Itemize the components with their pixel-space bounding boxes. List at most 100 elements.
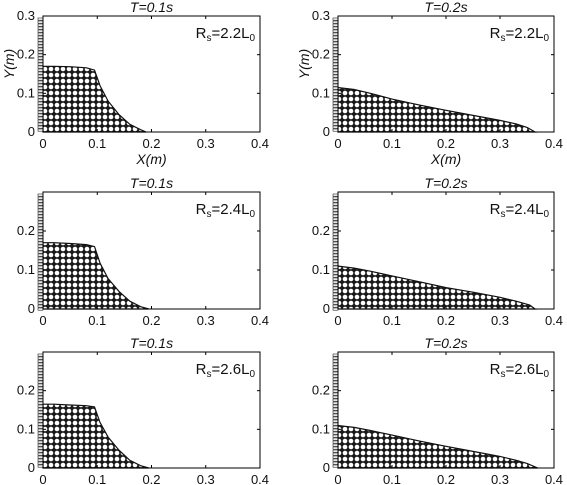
rs-value: =2.4L (211, 201, 249, 218)
panel-title: T=0.1s (130, 335, 173, 351)
l0-subscript: 0 (249, 369, 255, 380)
x-tick-label: 0.1 (88, 313, 106, 328)
x-tick-label: 0.4 (251, 313, 269, 328)
rs-subscript: s (206, 209, 211, 220)
panel-3: 0 0.1 0.2 0.3 0.4 0 0.1 0.2 T=0.1s Rs=2.4L0 (17, 175, 269, 328)
x-tick-label: 0.4 (545, 136, 563, 151)
x-tick-label: 0.1 (383, 136, 401, 151)
x-tick-label: 0.3 (197, 136, 215, 151)
l0-subscript: 0 (543, 209, 549, 220)
rs-symbol: R (196, 361, 207, 378)
x-tick-label: 0.1 (88, 136, 106, 151)
l0-subscript: 0 (249, 209, 255, 220)
x-tick-label: 0.3 (491, 472, 509, 485)
panel-title: T=0.2s (424, 175, 467, 191)
x-tick-label: 0.4 (545, 472, 563, 485)
x-tick-label: 0.3 (491, 313, 509, 328)
x-tick-label: 0.2 (437, 472, 455, 485)
x-tick-label: 0.3 (491, 136, 509, 151)
rs-subscript: s (206, 369, 211, 380)
wall-particle-column (332, 193, 339, 311)
y-axis-label: Y(m) (1, 49, 17, 79)
x-tick-label: 0.3 (197, 472, 215, 485)
wall-particle-column (37, 17, 44, 132)
panel-2: 0 0.1 0.2 0.3 0.400.10.20.3T=0.2sRs=2.2L0X(m… (296, 0, 563, 167)
x-tick-label: 0 (334, 313, 341, 328)
rs-annotation: Rs=2.2L0 (196, 25, 256, 44)
x-tick-label: 0.2 (437, 313, 455, 328)
particle-bed-area (337, 86, 538, 133)
y-tick-label: 0.1 (17, 262, 35, 277)
wall-particle-column (332, 17, 339, 132)
x-tick-label: 0.4 (251, 136, 269, 151)
particle-bed-area (42, 65, 147, 133)
y-tick-label: 0.3 (17, 8, 35, 23)
x-tick-label: 0.2 (142, 136, 160, 151)
y-tick-label: 0.1 (312, 262, 330, 277)
panel-title: T=0.1s (130, 0, 173, 15)
x-tick-label: 0 (39, 313, 46, 328)
x-axis-label: X(m) (430, 151, 461, 167)
y-tick-label: 0.1 (312, 85, 330, 100)
x-tick-label: 0.4 (251, 472, 269, 485)
y-tick-label: 0.1 (17, 421, 35, 436)
rs-annotation: Rs=2.6L0 (196, 361, 256, 380)
rs-subscript: s (500, 369, 505, 380)
y-tick-label: 0.2 (312, 383, 330, 398)
rs-annotation: Rs=2.4L0 (490, 201, 550, 220)
rs-annotation: Rs=2.6L0 (490, 361, 550, 380)
y-tick-label: 0.2 (17, 383, 35, 398)
rs-value: =2.4L (505, 201, 543, 218)
l0-subscript: 0 (543, 369, 549, 380)
panel-title: T=0.2s (424, 0, 467, 15)
rs-annotation: Rs=2.4L0 (196, 201, 256, 220)
x-tick-label: 0.1 (88, 472, 106, 485)
y-tick-label: 0.1 (17, 85, 35, 100)
rs-symbol: R (196, 25, 207, 42)
y-tick-label: 0.2 (17, 223, 35, 238)
panel-title: T=0.1s (130, 175, 173, 191)
y-axis-label: Y(m) (296, 49, 312, 79)
x-tick-label: 0.1 (383, 313, 401, 328)
wall-particle-column (37, 193, 44, 311)
x-tick-label: 0 (334, 472, 341, 485)
rs-value: =2.6L (211, 361, 249, 378)
y-tick-label: 0 (323, 460, 330, 475)
l0-subscript: 0 (249, 33, 255, 44)
y-tick-label: 0 (323, 124, 330, 139)
x-tick-label: 0.2 (142, 472, 160, 485)
y-tick-label: 0 (28, 460, 35, 475)
l0-subscript: 0 (543, 33, 549, 44)
rs-value: =2.6L (505, 361, 543, 378)
particle-bed-area (42, 403, 149, 469)
rs-symbol: R (196, 201, 207, 218)
rs-subscript: s (500, 209, 505, 220)
rs-symbol: R (490, 361, 501, 378)
x-axis-label: X(m) (135, 151, 166, 167)
rs-value: =2.2L (505, 25, 543, 42)
x-tick-label: 0.4 (545, 313, 563, 328)
particle-bed-area (337, 424, 539, 469)
x-tick-label: 0.1 (383, 472, 401, 485)
y-tick-label: 0.2 (312, 47, 330, 62)
rs-symbol: R (490, 201, 501, 218)
particle-bed-area (42, 242, 149, 310)
rs-subscript: s (206, 33, 211, 44)
panel-title: T=0.2s (424, 335, 467, 351)
x-tick-label: 0.2 (142, 313, 160, 328)
x-tick-label: 0 (334, 136, 341, 151)
y-tick-label: 0 (28, 124, 35, 139)
wall-particle-column (332, 353, 339, 468)
panel-5: 0 0.1 0.2 0.3 0.4 0 0.1 0.2 T=0.1s Rs=2.6L0 (17, 335, 269, 485)
x-tick-label: 0.2 (437, 136, 455, 151)
y-tick-label: 0.3 (312, 8, 330, 23)
rs-subscript: s (500, 33, 505, 44)
y-tick-label: 0.2 (312, 223, 330, 238)
rs-symbol: R (490, 25, 501, 42)
x-tick-label: 0.3 (197, 313, 215, 328)
y-tick-label: 0 (323, 301, 330, 316)
y-tick-label: 0.2 (17, 47, 35, 62)
x-tick-label: 0 (39, 136, 46, 151)
